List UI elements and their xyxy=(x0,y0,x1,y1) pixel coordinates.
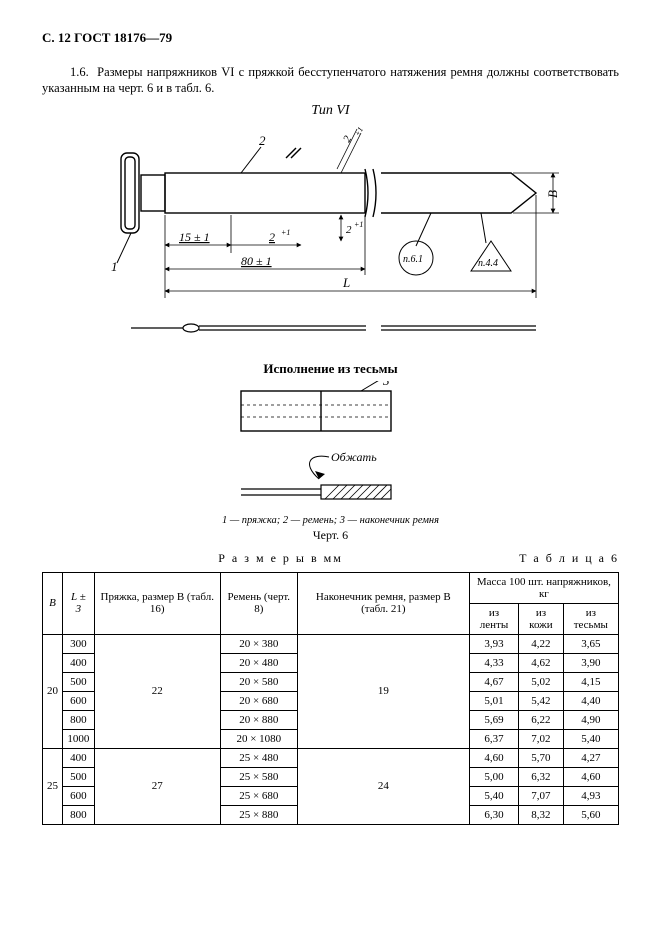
figure-caption: Черт. 6 xyxy=(42,528,619,543)
col-mass-leather: из кожи xyxy=(519,603,563,634)
figure-legend: 1 — пряжка; 2 — ремень; 3 — наконечник р… xyxy=(42,515,619,526)
dim-2-top: 2 xyxy=(341,133,354,144)
table-row: 203002220 × 380193,934,223,65 xyxy=(43,634,619,653)
col-mass-tape: из ленты xyxy=(469,603,518,634)
dim-L: L xyxy=(342,275,350,290)
drawing-type-vi: 1 2 2 +1 п.6.1 п.4.4 xyxy=(42,123,619,353)
dim-2v2: 2 xyxy=(346,224,352,236)
svg-text:2: 2 xyxy=(346,224,352,236)
dim-2h: 2 xyxy=(269,230,275,244)
figure-type-label: Тип VI xyxy=(42,103,619,119)
table-number-label: Т а б л и ц а 6 xyxy=(519,551,619,566)
obzhat-label: Обжать xyxy=(331,450,377,464)
dim-2h-sup: +1 xyxy=(281,228,290,237)
svg-text:2: 2 xyxy=(269,230,275,244)
page-header: С. 12 ГОСТ 18176—79 xyxy=(42,30,619,46)
ref-triangle-text: п.4.4 xyxy=(478,258,498,269)
col-mass-braid: из тесьмы xyxy=(563,603,618,634)
table-units-label: Р а з м е р ы в мм xyxy=(42,551,519,566)
col-tip: Наконечник ремня, размер B (табл. 21) xyxy=(297,572,469,634)
table-header-row: B L ± 3 Пряжка, размер B (табл. 16) Реме… xyxy=(43,572,619,603)
paragraph-1-6: 1.6. Размеры напряжников VI с пряжкой бе… xyxy=(42,64,619,97)
dim-B: B xyxy=(545,190,560,198)
dimensions-table: B L ± 3 Пряжка, размер B (табл. 16) Реме… xyxy=(42,572,619,825)
col-buckle: Пряжка, размер B (табл. 16) xyxy=(94,572,220,634)
callout-3: 3 xyxy=(382,381,390,388)
callout-1: 1 xyxy=(111,259,118,274)
dim-15: 15 ± 1 xyxy=(179,230,210,244)
ref-circle-text: п.6.1 xyxy=(403,254,423,265)
dim-2v2-sup: +1 xyxy=(354,220,363,229)
table-row: 254002725 × 480244,605,704,27 xyxy=(43,748,619,767)
col-L: L ± 3 xyxy=(63,572,95,634)
col-belt: Ремень (черт. 8) xyxy=(220,572,297,634)
col-mass: Масса 100 шт. напряжников, кг xyxy=(469,572,618,603)
callout-2: 2 xyxy=(259,133,266,148)
dim-2-top-sup: +1 xyxy=(352,125,364,138)
svg-text:+1: +1 xyxy=(354,220,363,229)
drawing-braid: 3 Обжать xyxy=(42,381,619,511)
svg-text:+1: +1 xyxy=(352,125,364,138)
execution-label: Исполнение из тесьмы xyxy=(42,361,619,377)
dim-80: 80 ± 1 xyxy=(241,254,272,268)
col-B: B xyxy=(43,572,63,634)
svg-text:2: 2 xyxy=(341,133,354,144)
svg-text:+1: +1 xyxy=(281,228,290,237)
